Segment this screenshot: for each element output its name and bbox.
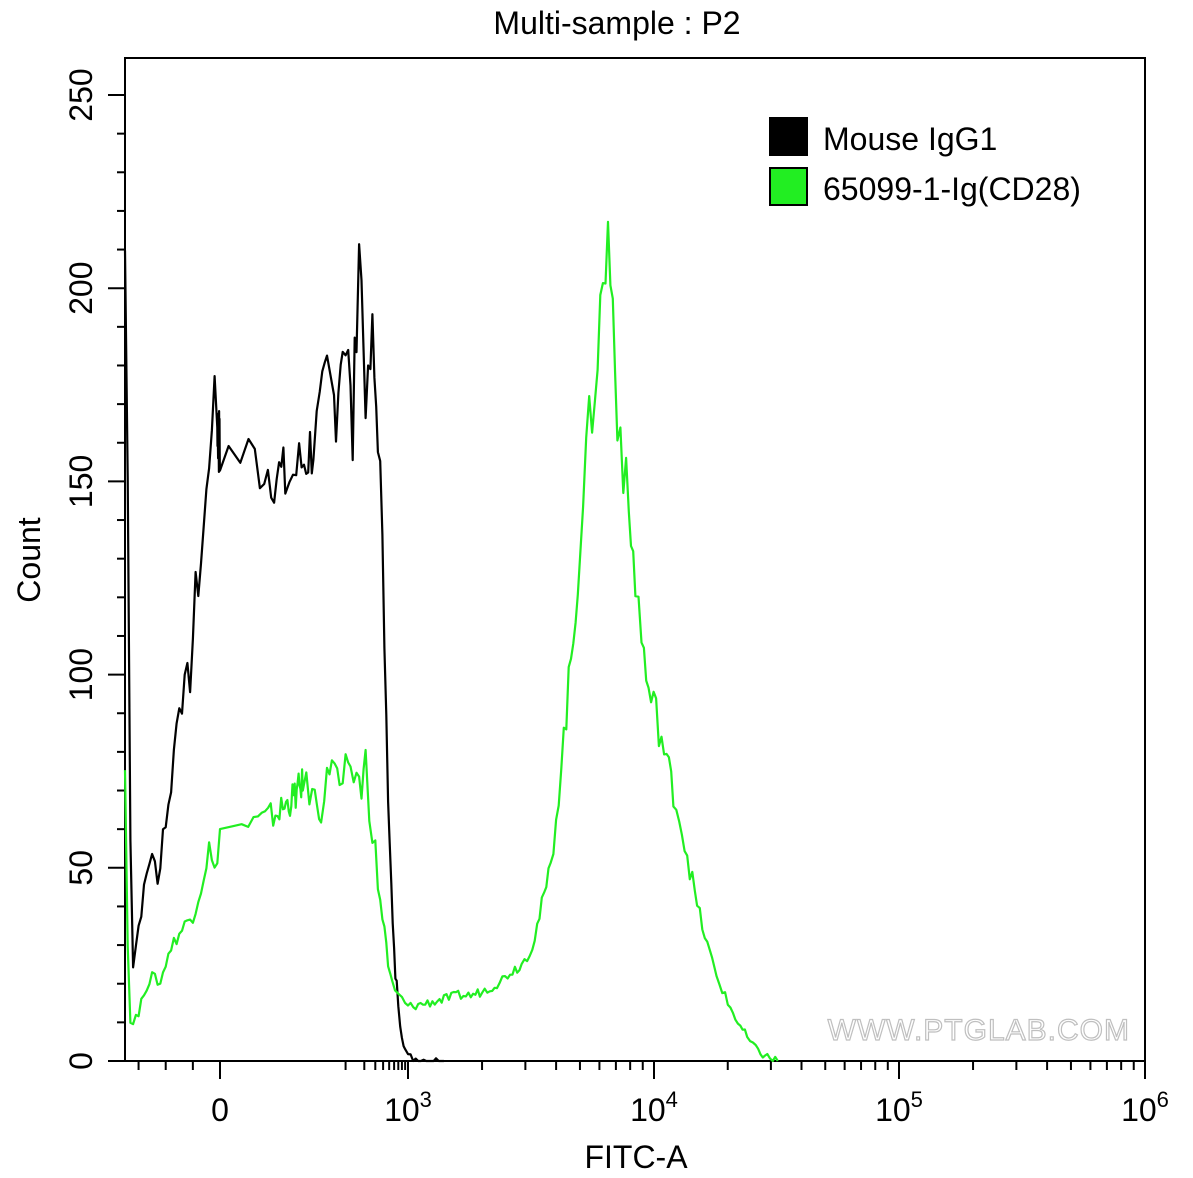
y-axis: 0 50 100 150 200 250 bbox=[63, 68, 125, 1070]
y-tick-label: 200 bbox=[63, 262, 99, 315]
x-axis-label: FITC-A bbox=[584, 1139, 688, 1175]
y-tick-label: 250 bbox=[63, 68, 99, 121]
watermark: WWW.PTGLAB.COM bbox=[828, 1014, 1130, 1047]
y-tick-label: 0 bbox=[63, 1052, 99, 1070]
x-tick-label: 0 bbox=[211, 1092, 229, 1128]
series-layer bbox=[123, 220, 779, 1063]
legend-label: 65099-1-Ig(CD28) bbox=[823, 171, 1081, 207]
x-tick-label: 103 bbox=[384, 1087, 432, 1128]
legend-label: Mouse IgG1 bbox=[823, 121, 997, 157]
series-line-isotype bbox=[123, 243, 444, 1063]
y-tick-label: 50 bbox=[63, 850, 99, 886]
y-axis-label: Count bbox=[11, 517, 47, 603]
y-tick-label: 150 bbox=[63, 455, 99, 508]
x-axis: 0 103 104 105 106 bbox=[137, 1061, 1169, 1128]
y-tick-label: 100 bbox=[63, 648, 99, 701]
legend: Mouse IgG1 65099-1-Ig(CD28) bbox=[769, 117, 1081, 207]
x-tick-label: 104 bbox=[630, 1087, 678, 1128]
series-line-sample bbox=[123, 220, 779, 1063]
x-tick-label: 106 bbox=[1121, 1087, 1169, 1128]
chart-title: Multi-sample : P2 bbox=[493, 5, 740, 41]
x-tick-label: 105 bbox=[875, 1087, 923, 1128]
legend-swatch bbox=[769, 117, 808, 156]
legend-swatch bbox=[769, 167, 808, 206]
